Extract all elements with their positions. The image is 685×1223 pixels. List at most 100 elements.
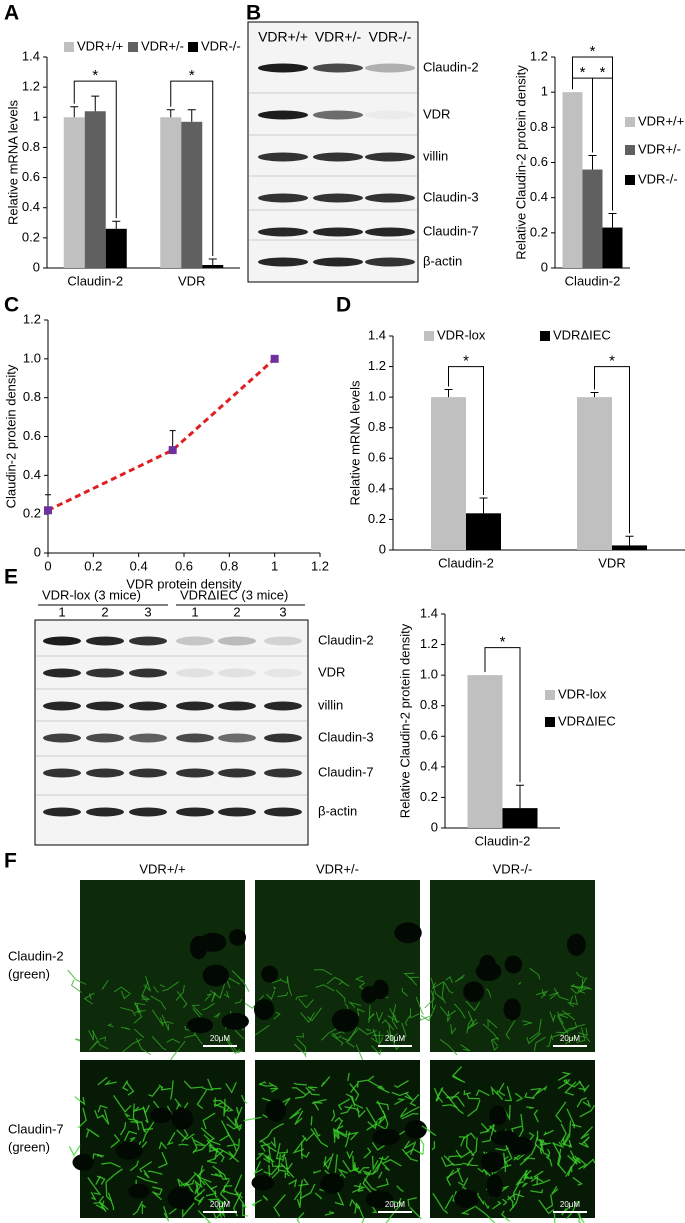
micrograph-texture bbox=[231, 970, 245, 981]
micrograph-texture bbox=[363, 1147, 372, 1159]
micrograph-row-label: (green) bbox=[8, 966, 50, 981]
micrograph-texture bbox=[291, 1087, 307, 1096]
legend-swatch bbox=[188, 42, 198, 52]
micrograph-texture bbox=[161, 1021, 174, 1025]
micrograph bbox=[80, 1060, 245, 1218]
micrograph-texture bbox=[333, 1128, 346, 1139]
micrograph-texture bbox=[376, 1085, 390, 1094]
micrograph-texture bbox=[182, 1202, 195, 1219]
micrograph-texture bbox=[225, 1038, 241, 1055]
micrograph-texture bbox=[88, 1129, 100, 1138]
micrograph-texture bbox=[371, 1142, 388, 1151]
error-bar bbox=[208, 258, 217, 265]
micrograph-texture bbox=[386, 1023, 392, 1040]
scale-bar-label: 20μM bbox=[210, 1200, 231, 1209]
micrograph-crypt bbox=[394, 922, 422, 944]
blot-band bbox=[258, 193, 308, 203]
error-bar bbox=[187, 109, 196, 122]
micrograph-crypt bbox=[229, 929, 247, 946]
micrograph-texture bbox=[214, 1147, 225, 1163]
micrograph-texture bbox=[578, 1211, 582, 1223]
micrograph-texture bbox=[193, 1171, 212, 1183]
micrograph-texture bbox=[385, 1201, 404, 1223]
micrograph-texture bbox=[151, 1036, 167, 1051]
micrograph-texture bbox=[273, 1194, 286, 1217]
micrograph-texture bbox=[147, 1170, 163, 1175]
y-tick-label: 1.2 bbox=[22, 79, 40, 94]
blot-lane-label: 1 bbox=[58, 604, 65, 619]
micrograph-texture bbox=[481, 1124, 495, 1143]
micrograph-texture bbox=[98, 1195, 109, 1211]
legend-label: VDR+/+ bbox=[77, 38, 123, 53]
micrograph-texture bbox=[572, 1176, 583, 1186]
micrograph-texture bbox=[206, 1139, 219, 1153]
micrograph-texture bbox=[530, 1175, 539, 1185]
micrograph-texture bbox=[403, 972, 415, 981]
micrograph-crypt bbox=[486, 1174, 503, 1198]
x-tick-label: Claudin-2 bbox=[438, 555, 494, 570]
significance-label: * bbox=[189, 67, 195, 84]
micrograph-texture bbox=[254, 1024, 270, 1036]
micrograph-texture bbox=[583, 1084, 590, 1093]
micrograph-texture bbox=[298, 998, 314, 1009]
significance-bracket bbox=[572, 56, 613, 211]
micrograph-texture bbox=[334, 1129, 340, 1139]
micrograph-texture bbox=[431, 981, 444, 989]
micrograph-texture bbox=[228, 1150, 235, 1161]
micrograph-texture bbox=[358, 1206, 365, 1223]
micrograph-texture bbox=[456, 1167, 464, 1183]
legend-label: VDRΔIEC bbox=[558, 713, 616, 728]
micrograph-texture bbox=[110, 1134, 121, 1148]
micrograph-texture bbox=[530, 1087, 542, 1099]
micrograph-texture bbox=[95, 1175, 102, 1185]
micrograph-texture bbox=[454, 1003, 466, 1019]
blot-band bbox=[43, 636, 81, 646]
micrograph-texture bbox=[580, 1126, 593, 1140]
micrograph-texture bbox=[376, 1178, 389, 1189]
micrograph-column-label: VDR-/- bbox=[493, 861, 533, 876]
micrograph-crypt bbox=[454, 1189, 479, 1209]
micrograph-texture bbox=[324, 1210, 335, 1216]
blot-band bbox=[176, 807, 214, 817]
blot-frame bbox=[247, 21, 419, 283]
micrograph-texture bbox=[401, 1112, 419, 1120]
micrograph-texture bbox=[375, 1011, 384, 1023]
legend-label: VDR-lox bbox=[558, 686, 607, 701]
micrograph-texture bbox=[313, 1169, 322, 1174]
micrograph-texture bbox=[207, 1198, 220, 1202]
significance-label: * bbox=[463, 353, 469, 370]
x-tick-label: VDR bbox=[598, 555, 625, 570]
y-tick-label: 1 bbox=[541, 84, 548, 99]
y-tick-label: 0 bbox=[541, 259, 548, 274]
micrograph-texture bbox=[141, 981, 149, 1002]
micrograph-texture bbox=[524, 1092, 535, 1099]
micrograph-texture bbox=[485, 988, 492, 998]
micrograph-texture bbox=[177, 1178, 189, 1187]
blot-band bbox=[218, 768, 256, 778]
blot-band bbox=[176, 768, 214, 778]
legend-label: VDR+/+ bbox=[638, 113, 684, 128]
micrograph-texture bbox=[296, 1212, 305, 1223]
micrograph-texture bbox=[234, 998, 243, 1004]
blot-band bbox=[176, 701, 214, 711]
blot-row-label: VDR bbox=[318, 664, 345, 679]
micrograph-texture bbox=[129, 1160, 139, 1172]
micrograph-texture bbox=[577, 1157, 587, 1170]
micrograph-texture bbox=[445, 976, 453, 984]
micrograph-crypt bbox=[251, 1175, 275, 1191]
y-tick-label: 0 bbox=[431, 819, 438, 834]
y-tick-label: 0.4 bbox=[22, 199, 40, 214]
micrograph-texture bbox=[566, 1108, 575, 1129]
blot-row-label: Claudin-7 bbox=[318, 764, 374, 779]
blot-band bbox=[264, 807, 302, 817]
micrograph-texture bbox=[133, 1002, 146, 1013]
micrograph-texture bbox=[446, 1010, 451, 1022]
micrograph-texture bbox=[296, 1032, 305, 1038]
micrograph-texture bbox=[518, 981, 522, 985]
y-tick-label: 0.2 bbox=[530, 224, 548, 239]
micrograph-texture bbox=[578, 1027, 588, 1037]
micrograph-texture bbox=[142, 1121, 155, 1143]
blot-band bbox=[365, 193, 415, 203]
micrograph-texture bbox=[136, 1175, 158, 1184]
micrograph-texture bbox=[233, 1138, 240, 1157]
